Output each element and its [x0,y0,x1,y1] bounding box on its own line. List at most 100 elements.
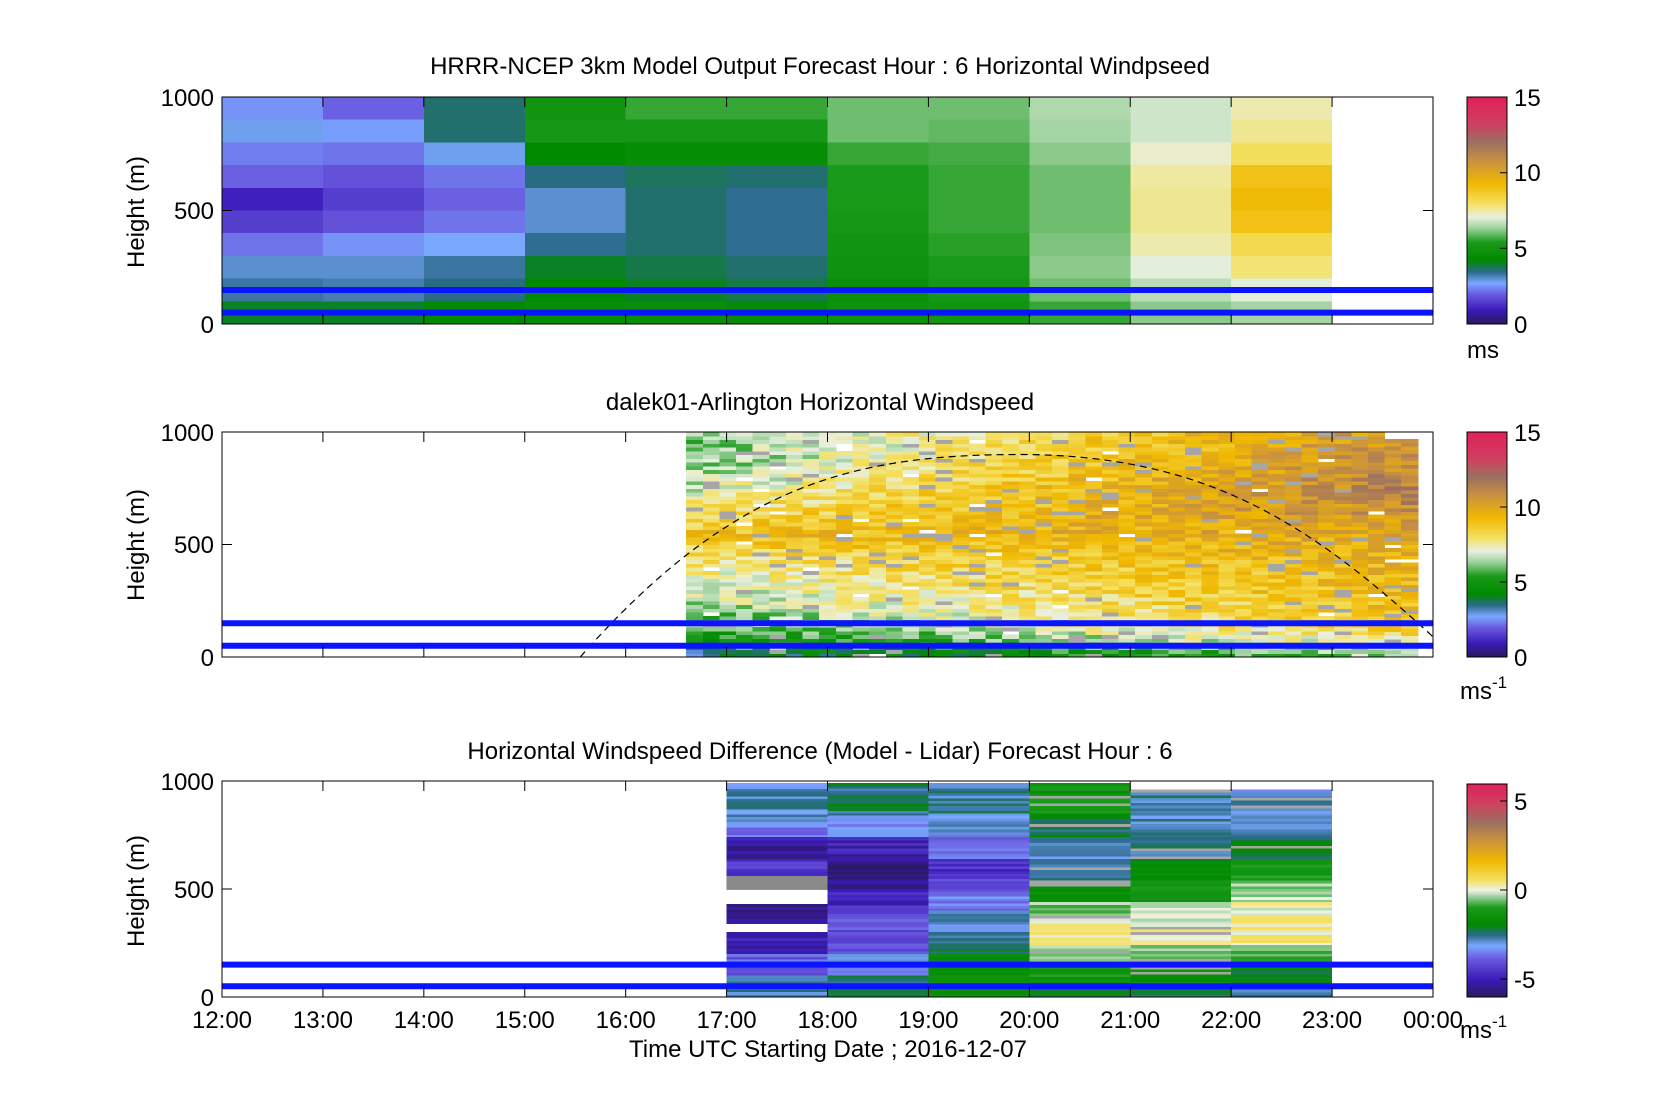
heatmap-cell [827,902,929,906]
heatmap-cell [1085,600,1103,606]
heatmap-cell [1029,947,1131,952]
heatmap-cell [968,638,987,643]
xtick-label: 14:00 [394,1007,454,1034]
heatmap-cell [1284,473,1303,478]
heatmap-cell [785,570,804,576]
heatmap-cell [902,484,920,489]
heatmap-cell [1101,469,1120,474]
heatmap-cell [802,458,820,463]
heatmap-cell [885,604,903,609]
heatmap-cell [1085,540,1103,546]
heatmap-cell [1301,510,1319,516]
heatmap-cell [1168,499,1186,504]
heatmap-cell [1268,432,1286,437]
heatmap-cell [1118,458,1136,463]
heatmap-cell [1029,918,1131,922]
heatmap-cell [752,604,770,609]
heatmap-cell [1135,593,1153,598]
heatmap-cell [1130,850,1232,854]
heatmap-cell [719,454,737,459]
heatmap-cell [1002,574,1020,579]
heatmap-cell [835,510,854,516]
heatmap-cell [827,805,929,809]
heatmap-cell [827,142,929,166]
heatmap-cell [1301,555,1319,561]
heatmap-cell [1284,627,1303,632]
heatmap-cell [1301,600,1319,606]
heatmap-cell [726,210,828,234]
heatmap-cell [1168,525,1186,531]
heatmap-cell [1135,484,1153,489]
heatmap-cell [1401,504,1419,509]
heatmap-cell [1101,439,1120,444]
heatmap-cell [1135,649,1153,654]
heatmap-cell [1234,488,1253,493]
heatmap-cell [1052,638,1070,643]
heatmap-cell [1284,638,1303,643]
heatmap-cell [1218,495,1236,501]
heatmap-cell [952,540,970,546]
panel-model-ytick-0: 0 [201,312,214,339]
heatmap-cell [827,845,929,849]
heatmap-cell [736,499,754,504]
heatmap-cell [1029,856,1131,860]
heatmap-cell [1334,510,1352,516]
heatmap-cell [1367,439,1386,444]
heatmap-cell [1029,869,1131,873]
heatmap-cell [1029,829,1131,833]
heatmap-cell [1351,473,1369,478]
heatmap-cell [719,615,737,621]
heatmap-cell [1130,797,1232,801]
heatmap-cell [1029,823,1131,827]
heatmap-cell [769,574,787,579]
heatmap-cell [1151,484,1170,489]
heatmap-cell [1052,600,1070,606]
heatmap-cell [686,627,704,632]
heatmap-cell [1029,810,1131,814]
heatmap-cell [1018,578,1037,583]
heatmap-cell [1251,593,1269,598]
heatmap-cell [852,447,870,452]
heatmap-cell [1351,507,1369,512]
heatmap-cell [1168,589,1186,594]
heatmap-cell [1401,555,1419,560]
heatmap-cell [802,518,820,523]
heatmap-cell [1384,460,1402,465]
heatmap-cell [968,544,987,549]
heatmap-cell [1301,435,1319,441]
heatmap-cell [1052,567,1070,572]
heatmap-cell [819,627,837,632]
heatmap-cell [1130,794,1232,798]
heatmap-cell [1035,555,1053,561]
heatmap-cell [1401,616,1419,622]
heatmap-cell [726,119,828,143]
heatmap-cell [1251,578,1269,583]
heatmap-cell [1218,492,1236,497]
heatmap-cell [686,495,704,501]
heatmap-cell [1135,615,1153,621]
heatmap-cell [1268,507,1286,512]
heatmap-cell [1002,589,1020,594]
panel-lidar-cbar-tick-5: 5 [1514,570,1527,597]
heatmap-cell [827,863,929,867]
heatmap-cell [1035,503,1053,508]
heatmap-cell [1351,499,1369,504]
heatmap-cell [1018,604,1037,609]
heatmap-cell [928,795,1030,799]
heatmap-cell [952,443,970,448]
heatmap-cell [785,582,804,587]
heatmap-cell [952,435,970,441]
heatmap-cell [726,808,828,812]
heatmap-cell [1168,514,1186,519]
heatmap-cell [802,462,820,467]
heatmap-cell [769,597,787,602]
heatmap-cell [785,492,804,497]
heatmap-cell [1035,484,1053,489]
heatmap-cell [919,563,937,568]
heatmap-cell [919,533,937,538]
heatmap-cell [1367,488,1386,493]
heatmap-cell [869,462,887,467]
heatmap-cell [1135,435,1153,441]
heatmap-cell [1151,488,1170,493]
heatmap-cell [1018,649,1037,654]
